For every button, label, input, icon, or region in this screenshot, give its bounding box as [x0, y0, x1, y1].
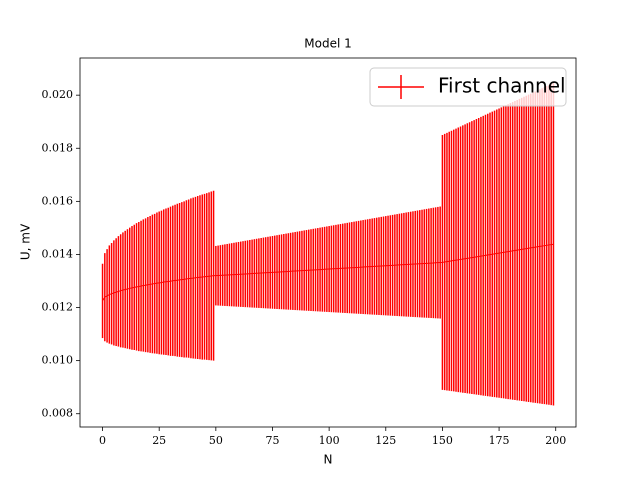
plot-frame	[79, 57, 577, 428]
x-tick-label: 75	[265, 434, 279, 447]
data-line	[102, 243, 554, 302]
y-tick-label: 0.020	[42, 88, 74, 101]
x-tick-label: 200	[545, 434, 566, 447]
y-tick-label: 0.014	[42, 247, 74, 260]
x-tick-label: 0	[99, 434, 106, 447]
y-tick-label: 0.012	[42, 301, 74, 314]
y-tick-label: 0.010	[42, 354, 74, 367]
x-axis-label: N	[324, 453, 333, 467]
y-tick-label: 0.016	[42, 194, 74, 207]
y-axis-label: U, mV	[19, 223, 33, 260]
x-tick-label: 125	[375, 434, 396, 447]
y-tick-label: 0.018	[42, 141, 74, 154]
x-tick-label: 150	[432, 434, 453, 447]
x-tick-label: 25	[152, 434, 166, 447]
y-tick-label: 0.008	[42, 407, 74, 420]
x-tick-label: 175	[489, 434, 510, 447]
x-tick-label: 100	[319, 434, 340, 447]
legend-box	[369, 67, 567, 107]
x-tick-label: 50	[209, 434, 223, 447]
chart-title: Model 1	[304, 37, 351, 51]
legend-label: First channel	[438, 74, 566, 98]
